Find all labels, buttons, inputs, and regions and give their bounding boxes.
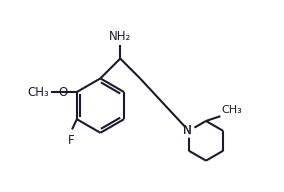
Text: CH₃: CH₃ xyxy=(28,85,49,98)
Text: NH₂: NH₂ xyxy=(109,30,131,43)
Text: O: O xyxy=(59,85,68,98)
Text: F: F xyxy=(68,134,74,147)
Text: N: N xyxy=(183,124,192,137)
Text: N: N xyxy=(183,124,192,137)
Text: CH₃: CH₃ xyxy=(221,105,242,115)
